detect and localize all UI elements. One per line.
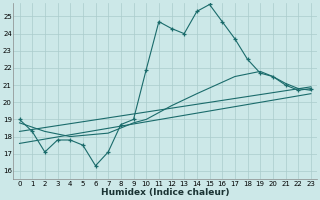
X-axis label: Humidex (Indice chaleur): Humidex (Indice chaleur) bbox=[101, 188, 229, 197]
